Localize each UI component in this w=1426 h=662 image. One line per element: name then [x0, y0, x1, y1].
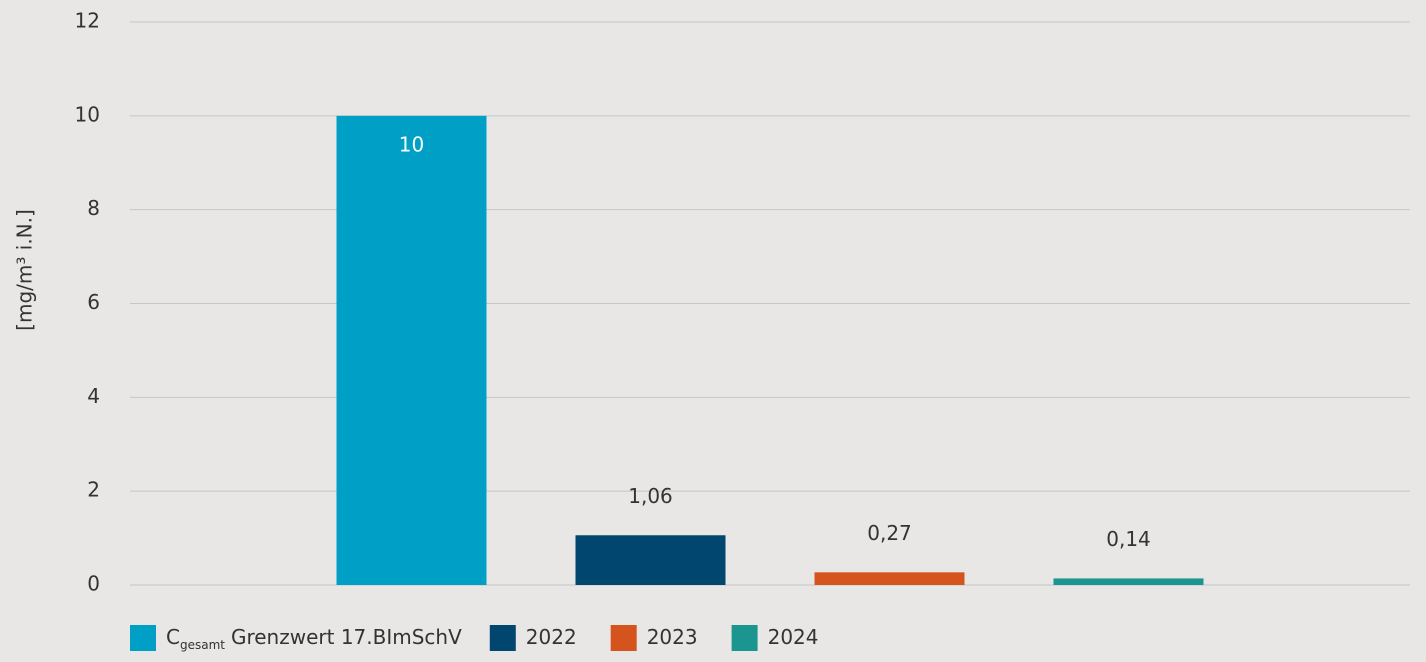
legend-name: 2022 — [526, 625, 577, 649]
legend-label: 2022 — [526, 625, 577, 649]
value-label: 1,06 — [628, 484, 673, 508]
legend-swatch — [130, 625, 156, 651]
legend-name: C — [166, 625, 180, 649]
legend-label: 2023 — [647, 625, 698, 649]
legend-name-suffix: Grenzwert 17.BImSchV — [231, 625, 462, 649]
y-tick-label: 10 — [75, 102, 100, 126]
bar — [1053, 578, 1204, 585]
bar — [575, 535, 726, 585]
y-tick-label: 0 — [87, 572, 100, 596]
bar — [336, 115, 487, 585]
value-label: 10 — [399, 132, 424, 156]
legend-label: Cgesamt Grenzwert 17.BImSchV — [166, 625, 462, 652]
legend-swatch — [731, 625, 758, 651]
y-tick-label: 6 — [87, 290, 100, 314]
legend-swatch — [610, 625, 637, 651]
y-tick-label: 12 — [75, 9, 100, 33]
legend-swatch — [489, 625, 516, 651]
value-label: 0,14 — [1106, 527, 1151, 551]
value-label: 0,27 — [867, 521, 912, 545]
y-tick-label: 8 — [87, 196, 100, 220]
legend-label: 2024 — [768, 625, 819, 649]
y-tick-label: 4 — [87, 384, 100, 408]
legend-name: 2023 — [647, 625, 698, 649]
bar — [814, 572, 965, 585]
y-axis-label: [mg/m³ i.N.] — [13, 209, 37, 331]
y-tick-label: 2 — [87, 478, 100, 502]
legend-name: 2024 — [768, 625, 819, 649]
legend-name-sub: gesamt — [180, 638, 225, 652]
